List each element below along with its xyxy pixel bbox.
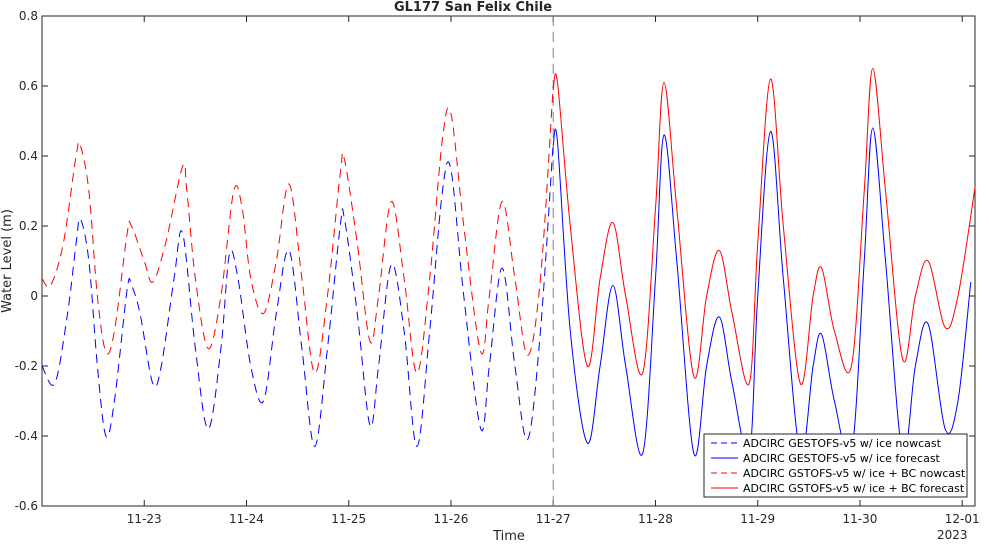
x-tick-label: 12-01 [945,512,980,526]
y-tick-label: 0.8 [19,9,38,23]
y-tick-label: 0.6 [19,79,38,93]
x-tick-label: 11-26 [434,512,469,526]
x-tick-label: 11-27 [536,512,571,526]
y-tick-label: -0.6 [15,499,38,513]
legend-box [703,433,968,498]
plot-area: -0.6-0.4-0.200.20.40.60.8 11-23 11-24 11-2… [15,9,980,542]
legend-label: ADCIRC GESTOFS-v5 w/ ice forecast [743,452,941,465]
x-tick-year-label: 2023 [937,528,968,541]
legend-label: ADCIRC GSTOFS-v5 w/ ice + BC forecast [743,482,965,495]
x-tick-label: 11-25 [331,512,366,526]
y-tick-label: 0.4 [19,149,38,163]
series-line-adcirc-gstofs-v5-w-ice-bc-nowcast [41,85,554,374]
x-tick-label: 11-29 [740,512,775,526]
x-axis-label: Time [492,529,525,541]
y-axis-label: Water Level (m) [0,209,15,313]
chart-title: GL177 San Felix Chile [394,0,552,15]
x-tick-label: 11-24 [229,512,264,526]
x-tick-label: 11-28 [638,512,673,526]
series-layer [41,67,976,460]
y-tick-label: 0.2 [19,219,38,233]
legend: ADCIRC GESTOFS-v5 w/ ice nowcast ADCIRC G… [703,433,968,498]
x-tick-label: 11-30 [843,512,878,526]
x-axis: 11-23 11-24 11-25 11-26 11-27 11-28 11-29 11-30… [127,16,980,542]
y-tick-label: -0.4 [15,429,38,443]
y-tick-label: -0.2 [15,359,38,373]
y-tick-label: 0 [30,289,38,303]
series-line-adcirc-gestofs-v5-w-ice-nowcast [41,141,554,448]
x-tick-label: 11-23 [127,512,162,526]
legend-label: ADCIRC GSTOFS-v5 w/ ice + BC nowcast [743,467,966,480]
series-line-adcirc-gstofs-v5-w-ice-bc-forecast [552,67,976,386]
y-axis: -0.6 -0.4 -0.2 0 0.2 0.4 0.6 0.8 [15,9,975,513]
series-line-adcirc-gestofs-v5-w-ice-forecast [552,127,972,460]
legend-label: ADCIRC GESTOFS-v5 w/ ice nowcast [743,437,942,450]
axes-box [41,15,976,507]
